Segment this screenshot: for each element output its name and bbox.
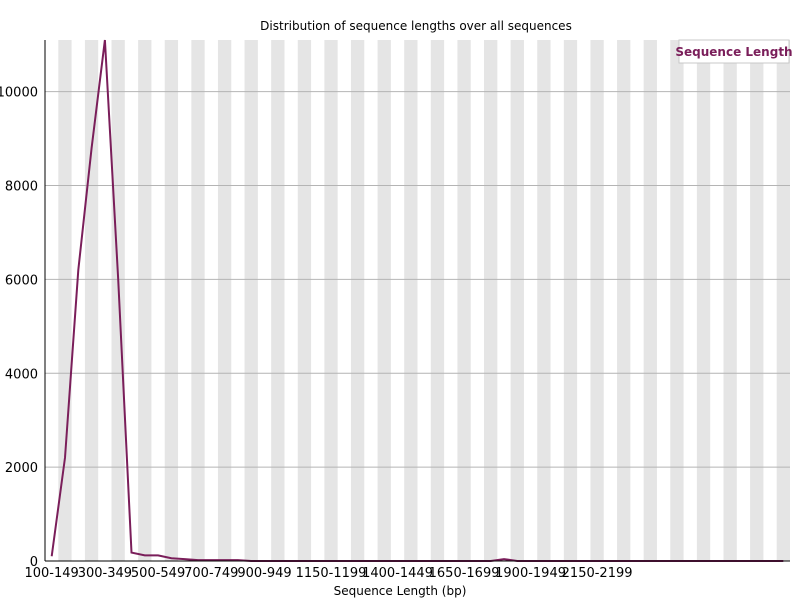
y-tick-label: 8000: [5, 180, 38, 195]
band: [643, 40, 657, 561]
x-tick-label: 2150-2199: [562, 566, 633, 581]
band: [297, 40, 312, 561]
band: [590, 40, 604, 561]
x-tick-label: 900-949: [237, 566, 291, 581]
alternating-bands: [58, 40, 790, 561]
x-tick-label: 300-349: [78, 566, 132, 581]
band: [58, 40, 72, 561]
band: [377, 40, 391, 561]
band: [191, 40, 205, 561]
x-tick-label: 1650-1699: [429, 566, 500, 581]
band: [484, 40, 498, 561]
y-tick-label: 2000: [5, 461, 38, 476]
band: [138, 40, 152, 561]
y-tick-label: 0: [30, 555, 38, 570]
x-tick-label: 700-749: [184, 566, 238, 581]
x-tick-label: 100-149: [24, 566, 78, 581]
y-tick-labels: 0 2000 4000 6000 8000 10000: [0, 86, 38, 570]
x-tick-label: 1400-1449: [362, 566, 433, 581]
band: [111, 40, 125, 561]
band: [324, 40, 338, 561]
y-tick-label: 6000: [5, 273, 38, 288]
legend-box: [678, 39, 790, 64]
band: [776, 40, 790, 561]
x-tick-label: 1900-1949: [495, 566, 566, 581]
band: [537, 40, 551, 561]
band: [670, 40, 684, 561]
x-axis-title: Sequence Length (bp): [334, 584, 467, 598]
band: [563, 40, 578, 561]
y-tick-label: 10000: [0, 86, 38, 101]
band: [244, 40, 258, 561]
band: [217, 40, 232, 561]
band: [457, 40, 471, 561]
band: [750, 40, 764, 561]
legend-label: Sequence Length: [675, 45, 792, 59]
band: [510, 40, 524, 561]
band: [350, 40, 365, 561]
x-tick-label: 500-549: [131, 566, 185, 581]
band: [430, 40, 445, 561]
y-tick-label: 4000: [5, 367, 38, 382]
band: [723, 40, 737, 561]
band: [617, 40, 631, 561]
band: [271, 40, 285, 561]
band: [696, 40, 711, 561]
band: [164, 40, 179, 561]
legend: Sequence Length: [675, 39, 793, 64]
band: [404, 40, 418, 561]
chart-title: Distribution of sequence lengths over al…: [260, 19, 572, 33]
x-tick-label: 1150-1199: [296, 566, 367, 581]
